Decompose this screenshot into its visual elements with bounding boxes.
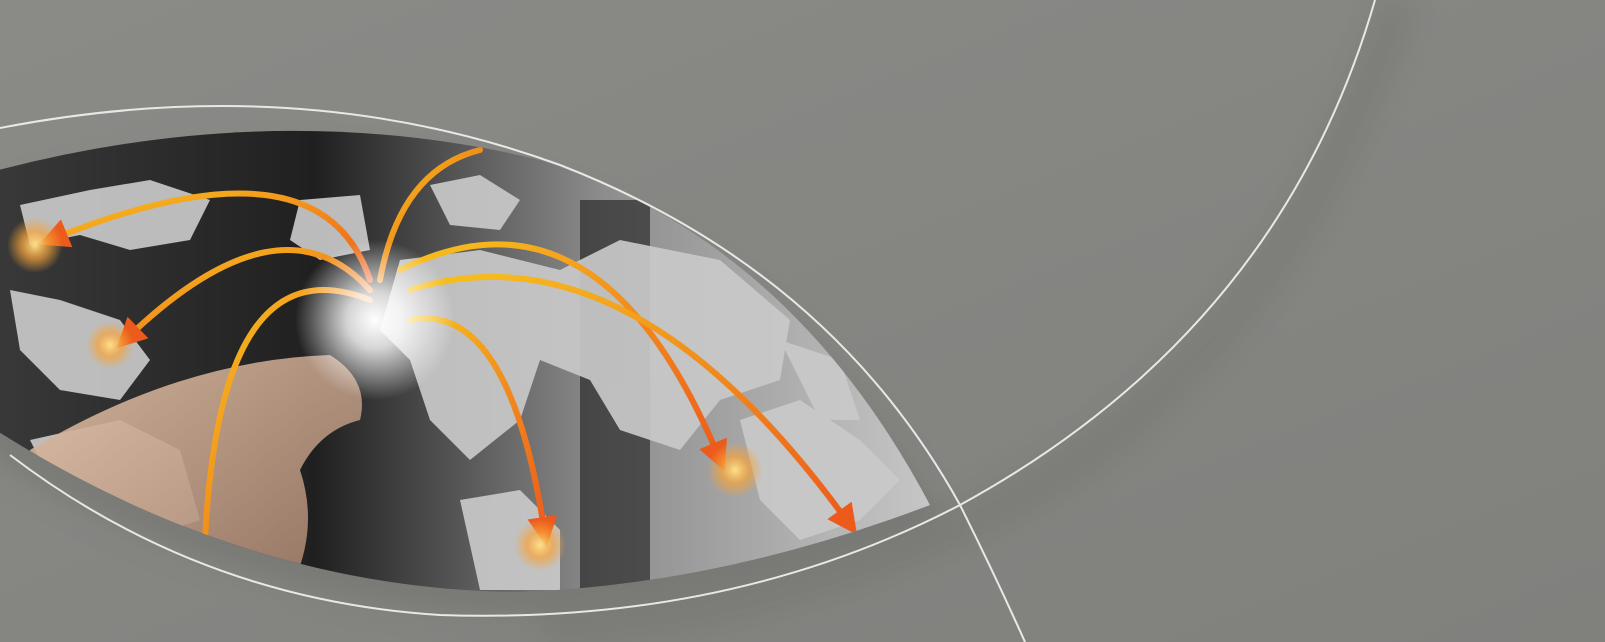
shadow-band (539, 0, 1419, 642)
glow-point (707, 442, 763, 498)
outline-curves (0, 0, 1376, 642)
light-burst (295, 240, 455, 400)
lens-image (0, 130, 930, 592)
glow-point (7, 217, 63, 273)
glow-point (514, 519, 566, 571)
glow-point (86, 321, 134, 369)
